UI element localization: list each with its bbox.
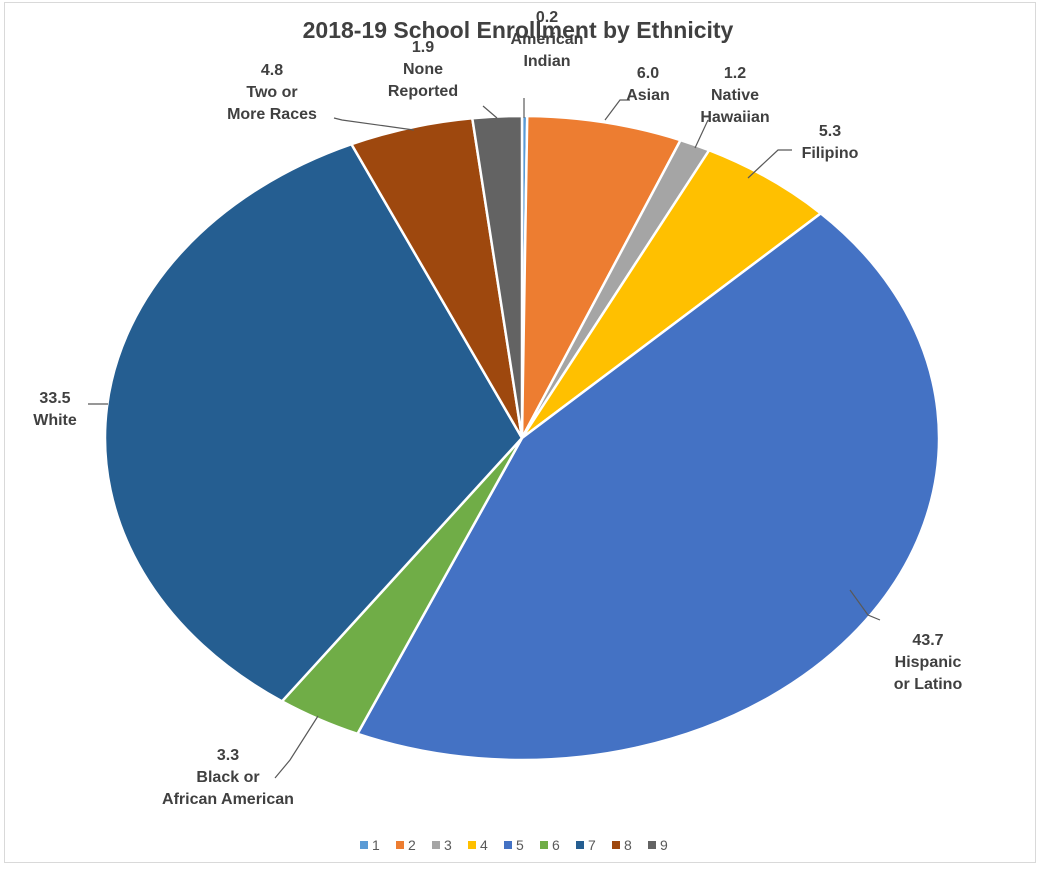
chart-title: 2018-19 School Enrollment by Ethnicity (303, 17, 734, 43)
pie-slice (520, 148, 823, 439)
pie-slice (355, 211, 941, 762)
data-label: 1.9 None Reported (388, 39, 458, 100)
legend-swatch (504, 841, 512, 849)
data-label: 43.7 Hispanic or Latino (894, 632, 963, 693)
data-label: 4.8 Two or More Races (227, 62, 317, 123)
legend-entry: 8 (624, 837, 632, 853)
leader-line (333, 117, 415, 131)
pie-slice (520, 114, 683, 439)
legend-entry: 3 (444, 837, 452, 853)
legend-swatch (360, 841, 368, 849)
leader-line (274, 715, 319, 779)
legend-swatch (432, 841, 440, 849)
legend-swatch (540, 841, 548, 849)
legend-entry: 4 (480, 837, 488, 853)
leader-line (482, 105, 498, 119)
legend-entry: 5 (516, 837, 524, 853)
pie-slices (103, 114, 941, 762)
legend-entry: 9 (660, 837, 668, 853)
legend-entry: 6 (552, 837, 560, 853)
legend-swatch (468, 841, 476, 849)
legend-swatch (396, 841, 404, 849)
pie-slice (470, 114, 524, 439)
legend-entry: 1 (372, 837, 380, 853)
leader-lines (88, 98, 881, 779)
data-label: 5.3 Filipino (802, 123, 859, 162)
leader-line (849, 589, 881, 621)
legend-entry: 7 (588, 837, 596, 853)
pie-slice (103, 142, 524, 703)
legend-swatch (576, 841, 584, 849)
data-label: 3.3 Black or African American (162, 747, 294, 808)
legend-swatch (612, 841, 620, 849)
data-labels: 0.2 American Indian 6.0 Asian 1.2 Native Hawaii… (33, 9, 962, 808)
legend-swatch (648, 841, 656, 849)
data-label: 1.2 Native Hawaiian (700, 65, 769, 126)
data-label: 33.5 White (33, 390, 77, 429)
data-label: 0.2 American Indian (511, 9, 584, 70)
legend-entry: 2 (408, 837, 416, 853)
leader-line (694, 119, 709, 149)
data-label: 6.0 Asian (626, 65, 670, 104)
leader-line (747, 149, 792, 179)
legend: 1 2 3 4 5 6 7 8 9 (360, 837, 668, 853)
leader-line (604, 99, 630, 121)
